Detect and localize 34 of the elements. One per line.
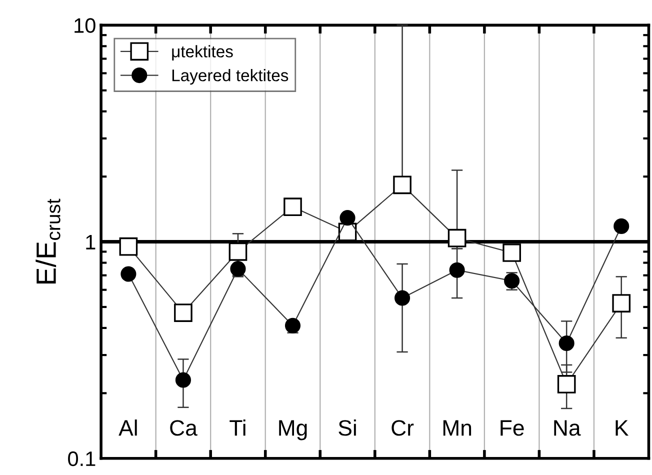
point <box>448 228 466 248</box>
point <box>614 218 630 234</box>
point <box>230 261 246 277</box>
y-tick-label: 0.1 <box>68 451 96 466</box>
y-tick-label: 10 <box>74 18 96 33</box>
x-tick-label: Fe <box>500 420 524 436</box>
x-tick-label: Cr <box>392 420 414 436</box>
point <box>228 242 248 261</box>
point <box>175 372 191 388</box>
point <box>284 318 301 334</box>
point <box>612 294 631 312</box>
x-tick-label: Ca <box>170 420 198 436</box>
legend-label: μtektites <box>172 45 233 60</box>
point <box>340 210 356 226</box>
point <box>558 335 574 352</box>
x-tick-label: Al <box>118 419 137 436</box>
y-tick-label: 1 <box>86 234 96 250</box>
point <box>174 304 192 322</box>
x-tick-label: Si <box>338 419 356 436</box>
point <box>120 266 136 282</box>
point <box>557 375 576 394</box>
point <box>449 262 465 278</box>
point <box>394 290 410 306</box>
legend-label: Layered tektites <box>172 69 288 85</box>
point <box>284 198 302 216</box>
point <box>119 237 138 256</box>
x-tick-label: Mg <box>279 420 307 440</box>
x-tick-label: Ti <box>230 419 246 436</box>
x-tick-label: Mn <box>443 420 472 436</box>
x-tick-label: Na <box>554 420 581 436</box>
point <box>393 176 412 194</box>
x-tick-label: K <box>616 420 629 436</box>
y-axis-title: E/E$_{crust}$ <box>36 198 60 284</box>
point <box>502 244 521 262</box>
